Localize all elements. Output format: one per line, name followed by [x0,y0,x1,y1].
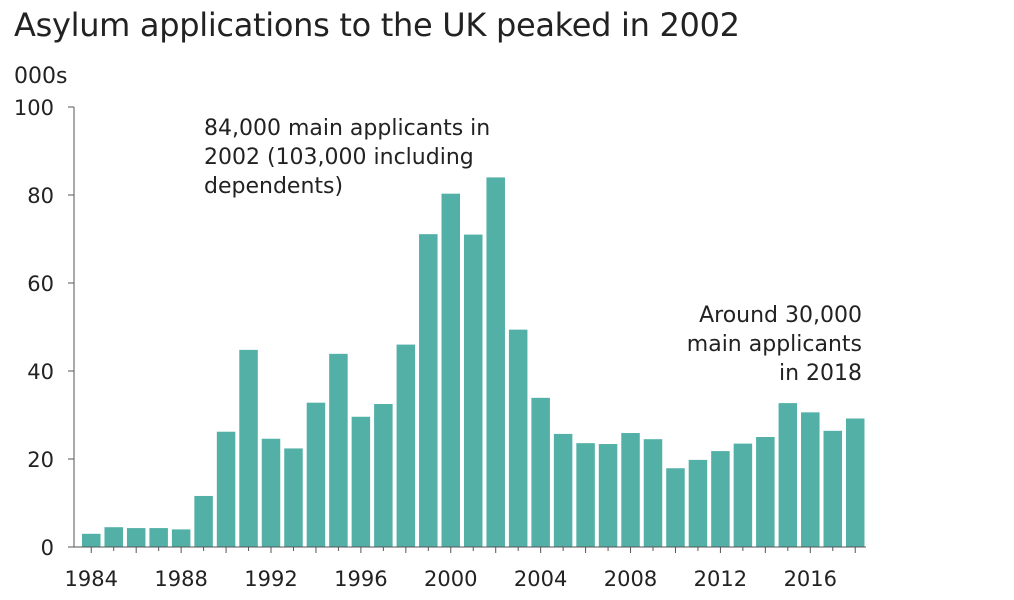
bar-1997 [374,404,393,547]
y-tick-label: 20 [27,448,54,472]
chart-title: Asylum applications to the UK peaked in … [14,6,740,44]
bar-2006 [576,443,595,547]
bar-2008 [621,433,640,547]
x-tick-label: 1984 [65,567,118,591]
bar-1996 [351,416,371,547]
bar-1993 [284,448,303,547]
bar-2013 [733,443,753,547]
bar-2001 [463,234,483,547]
x-tick-label: 2008 [604,567,657,591]
bar-1990 [216,431,236,547]
x-tick-label: 1996 [334,567,387,591]
bar-1986 [126,528,146,547]
bar-2003 [508,329,528,547]
bar-2017 [823,430,843,547]
bar-2011 [688,459,708,547]
x-axis: 1984 1988 1992 1996 2000 2004 2008 2012 2016 [65,546,866,591]
bar-2009 [643,439,663,547]
bar-1999 [419,234,438,547]
annotation-line: in 2018 [779,361,862,386]
y-axis: 0 20 40 60 80 100 [14,96,75,560]
bar-1987 [149,528,168,547]
annotation-line: main applicants [687,332,862,357]
bar-1995 [329,353,348,547]
bar-2018 [845,418,865,547]
bar-1998 [396,344,416,547]
annotation-peak-2002: 84,000 main applicants in 2002 (103,000 i… [204,116,490,199]
bar-2014 [756,437,775,547]
y-unit-label: 000s [14,64,67,89]
x-tick-label: 1992 [244,567,297,591]
y-tick-label: 100 [14,96,54,120]
y-tick-label: 40 [27,360,54,384]
bar-2016 [801,412,820,547]
bar-2010 [666,468,685,547]
bar-1994 [306,402,326,547]
bar-1991 [239,349,258,547]
annotation-line: dependents) [204,174,343,199]
bar-2004 [531,397,550,547]
bar-2002 [486,177,505,547]
bar-1989 [194,495,213,547]
bar-2005 [553,433,573,547]
bar-2000 [441,193,461,547]
bar-2015 [778,403,798,547]
annotation-line: Around 30,000 [699,303,862,328]
x-tick-label: 2000 [424,567,477,591]
y-tick-label: 80 [27,184,54,208]
bar-1992 [261,438,281,547]
bar-2012 [711,451,730,547]
bar-1984 [82,533,101,547]
y-tick-label: 60 [27,272,54,296]
x-tick-label: 1988 [154,567,207,591]
bars [82,177,865,547]
bar-1985 [104,527,123,547]
x-tick-label: 2016 [784,567,837,591]
y-tick-label: 0 [41,536,54,560]
annotation-2018: Around 30,000 main applicants in 2018 [687,303,862,386]
annotation-line: 2002 (103,000 including [204,145,474,170]
bar-1988 [171,529,191,547]
annotation-line: 84,000 main applicants in [204,116,490,141]
x-tick-label: 2004 [514,567,567,591]
x-tick-label: 2012 [694,567,747,591]
bar-2007 [598,444,618,547]
